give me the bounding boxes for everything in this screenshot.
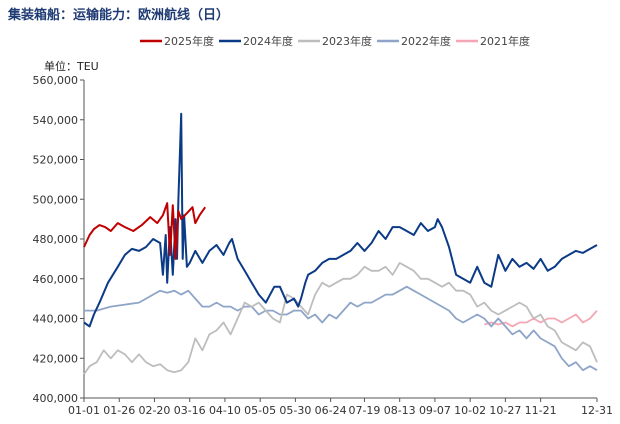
series-line-2022 bbox=[84, 285, 598, 372]
x-tick-label: 05-05 bbox=[244, 404, 276, 417]
x-tick-label: 05-30 bbox=[279, 404, 311, 417]
x-tick-label: 12-31 bbox=[581, 404, 613, 417]
y-unit-label: 单位：TEU bbox=[44, 60, 99, 73]
x-tick-label: 11-21 bbox=[525, 404, 557, 417]
legend-label: 2021年度 bbox=[480, 34, 530, 48]
legend-label: 2022年度 bbox=[401, 34, 451, 48]
axes: 400,000 420,000 440,000 460,000 480,000 500,0… bbox=[33, 74, 613, 417]
x-tick-label: 02-20 bbox=[138, 404, 170, 417]
legend: 2025年度 2024年度 2023年度 2022年度 2021年度 bbox=[140, 34, 530, 48]
series-line-2025 bbox=[83, 202, 207, 260]
y-tick-label: 560,000 bbox=[33, 74, 79, 87]
x-tick-label: 01-01 bbox=[68, 404, 100, 417]
y-tick-label: 540,000 bbox=[33, 114, 79, 127]
x-tick-label: 01-26 bbox=[103, 404, 135, 417]
y-tick-label: 500,000 bbox=[33, 193, 79, 206]
legend-label: 2023年度 bbox=[322, 34, 372, 48]
series-line-2023 bbox=[83, 261, 598, 375]
y-tick-label: 460,000 bbox=[33, 273, 79, 286]
y-tick-label: 520,000 bbox=[33, 154, 79, 167]
x-tick-label: 06-24 bbox=[315, 404, 347, 417]
x-tick-label: 08-13 bbox=[384, 404, 416, 417]
legend-label: 2024年度 bbox=[243, 34, 293, 48]
y-tick-label: 480,000 bbox=[33, 233, 79, 246]
y-tick-label: 420,000 bbox=[33, 352, 79, 365]
x-tick-label: 07-19 bbox=[348, 404, 380, 417]
legend-label: 2025年度 bbox=[164, 34, 214, 48]
series-line-2024 bbox=[83, 112, 598, 328]
series-lines bbox=[83, 112, 598, 375]
chart-title: 集装箱船：运输能力：欧洲航线（日） bbox=[8, 8, 230, 23]
x-tick-label: 10-27 bbox=[489, 404, 521, 417]
x-tick-label: 09-07 bbox=[419, 404, 451, 417]
x-tick-label: 04-10 bbox=[209, 404, 241, 417]
y-tick-label: 400,000 bbox=[33, 392, 79, 405]
x-tick-label: 03-16 bbox=[174, 404, 206, 417]
y-tick-label: 440,000 bbox=[33, 313, 79, 326]
x-tick-label: 10-02 bbox=[454, 404, 486, 417]
